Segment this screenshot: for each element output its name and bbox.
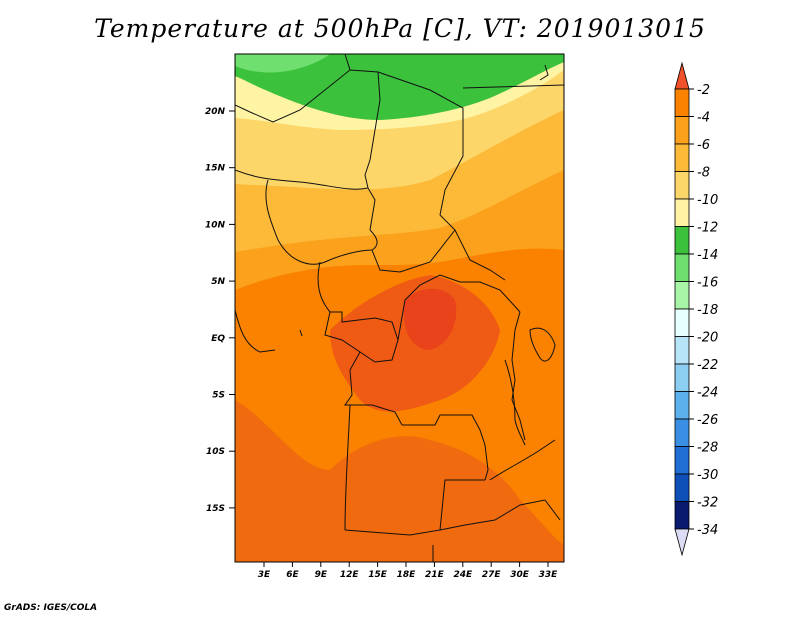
colorbar-label: -12	[697, 221, 718, 236]
colorbar-label: -26	[697, 413, 718, 428]
lat-tick-label: 15N	[205, 164, 226, 174]
colorbar-swatch	[674, 446, 690, 475]
colorbar-label: -8	[697, 166, 710, 181]
colorbar: -2 -4 -6 -8 -10 -12 -14 -16 -18 -20 -22 -24 -26 -28 -3…	[674, 61, 718, 557]
field-warmest-core	[403, 288, 457, 350]
colorbar-label: -28	[697, 441, 718, 456]
colorbar-swatch	[674, 391, 690, 420]
colorbar-label: -22	[697, 358, 718, 373]
lon-tick-label: 12E	[340, 570, 360, 580]
grads-credit: GrADS: IGES/COLA	[4, 603, 98, 613]
lon-tick-label: 6E	[286, 570, 299, 580]
colorbar-swatch	[674, 171, 690, 200]
field-band-minus16	[235, 54, 330, 73]
chart-title: Temperature at 500hPa [C], VT: 201901301…	[94, 14, 706, 43]
colorbar-label: -30	[697, 468, 718, 483]
lon-tick-label: 24E	[453, 570, 473, 580]
lon-tick-label: 33E	[539, 570, 559, 580]
colorbar-label: -14	[697, 248, 718, 263]
colorbar-bottom-arrow	[674, 528, 690, 557]
lon-tick-label: 9E	[315, 570, 328, 580]
colorbar-swatch	[674, 253, 690, 282]
colorbar-swatch	[674, 143, 690, 172]
colorbar-swatch	[674, 281, 690, 310]
colorbar-top-arrow	[674, 61, 690, 90]
lat-tick-label: 5S	[212, 391, 225, 401]
colorbar-label: -2	[697, 83, 710, 98]
colorbar-label: -6	[697, 138, 710, 153]
lat-tick-label: 10S	[206, 447, 225, 457]
colorbar-label: -16	[697, 276, 718, 291]
colorbar-label: -32	[697, 496, 718, 511]
colorbar-swatch	[674, 336, 690, 365]
colorbar-swatch	[674, 116, 690, 145]
colorbar-swatch	[674, 363, 690, 392]
lat-tick-label: 20N	[205, 107, 226, 117]
colorbar-label: -10	[697, 193, 718, 208]
lon-tick-label: 21E	[425, 570, 445, 580]
lon-tick-label: 3E	[258, 570, 271, 580]
lon-tick-label: 18E	[397, 570, 417, 580]
field-warm-south	[235, 400, 564, 562]
colorbar-label: -20	[697, 331, 718, 346]
longitude-axis: 3E 6E 9E 12E 15E 18E 21E 24E 27E 30E 33E	[258, 562, 558, 580]
lon-tick-label: 15E	[368, 570, 388, 580]
lat-tick-label: 5N	[211, 277, 225, 287]
colorbar-label: -18	[697, 303, 718, 318]
colorbar-swatch	[674, 473, 690, 502]
colorbar-swatch	[674, 308, 690, 337]
colorbar-swatch	[674, 88, 690, 117]
lon-tick-label: 30E	[510, 570, 530, 580]
field-band-minus14	[235, 54, 564, 120]
colorbar-swatch	[674, 418, 690, 447]
colorbar-label: -34	[697, 523, 718, 538]
colorbar-label: -24	[697, 386, 718, 401]
colorbar-swatch	[674, 501, 690, 530]
colorbar-label: -4	[697, 111, 710, 126]
lat-tick-label: 10N	[205, 220, 226, 230]
lat-tick-label: EQ	[211, 334, 225, 344]
map-frame	[234, 53, 565, 563]
colorbar-swatch	[674, 198, 690, 227]
colorbar-swatch	[674, 226, 690, 255]
temperature-field	[235, 54, 564, 562]
latitude-axis: 20N 15N 10N 5N EQ 5S 10S 15S	[205, 107, 235, 514]
lat-tick-label: 15S	[206, 504, 225, 514]
boundaries	[235, 54, 564, 562]
lon-tick-label: 27E	[482, 570, 502, 580]
